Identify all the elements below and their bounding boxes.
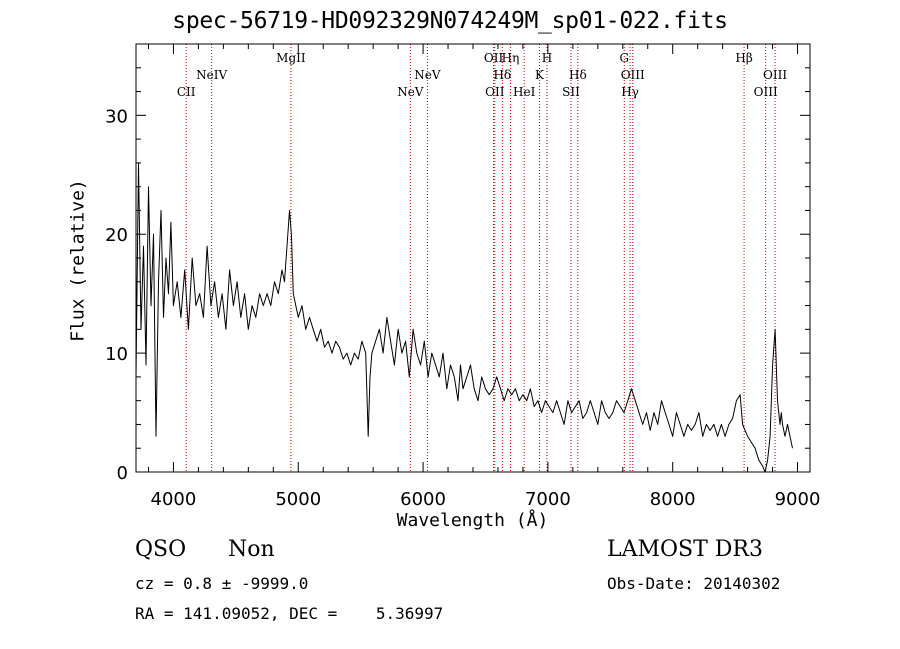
line-label-16: Hγ <box>621 85 639 99</box>
x-tick-label-0: 4000 <box>151 489 197 510</box>
object-subclass: Non <box>228 537 275 562</box>
axis-ticks <box>136 43 810 473</box>
spectrum-series <box>135 162 793 473</box>
emission-line-markers <box>185 44 776 472</box>
line-label-19: OIII <box>754 85 778 99</box>
plot-frame <box>135 43 811 473</box>
line-label-18: OIII <box>763 68 787 82</box>
line-label-13: SII <box>562 85 580 99</box>
x-tick-label-1: 5000 <box>275 489 321 510</box>
y-tick-label-0: 0 <box>117 463 128 484</box>
y-tick-label-3: 30 <box>105 106 128 127</box>
survey-name: LAMOST DR3 <box>607 537 763 562</box>
line-label-5: OII <box>484 51 504 65</box>
obs-date-text: Obs-Date: 20140302 <box>607 574 781 593</box>
y-tick-label-1: 10 <box>105 344 128 365</box>
line-label-17: Hβ <box>735 51 752 65</box>
line-label-6: OII <box>485 85 505 99</box>
spectrum-line <box>135 162 793 473</box>
line-label-4: NeV <box>414 68 441 82</box>
line-label-12: Hδ <box>569 68 587 82</box>
line-label-15: OIII <box>621 68 645 82</box>
coordinates-text: RA = 141.09052, DEC = 5.36997 <box>135 604 444 623</box>
line-labels: CIINeIVMgIINeVNeVOIIOIIHηHδHeIKHHδSIIGOI… <box>177 51 787 99</box>
y-axis-label: Flux (relative) <box>67 179 89 342</box>
tick-labels: 4000 5000 6000 7000 8000 9000 0 10 20 30 <box>105 106 820 510</box>
line-label-1: NeIV <box>196 68 227 82</box>
x-axis-label: Wavelength (Å) <box>396 510 549 531</box>
line-label-0: CII <box>177 85 196 99</box>
object-class: QSO <box>135 537 187 562</box>
line-label-10: K <box>535 68 545 82</box>
x-tick-label-2: 6000 <box>400 489 446 510</box>
x-tick-label-4: 8000 <box>650 489 696 510</box>
x-tick-label-3: 7000 <box>525 489 571 510</box>
line-label-3: NeV <box>397 85 424 99</box>
line-label-2: MgII <box>276 51 306 65</box>
redshift-text: cz = 0.8 ± -9999.0 <box>135 574 309 593</box>
line-label-8: Hδ <box>493 68 511 82</box>
line-label-14: G <box>619 51 629 65</box>
line-label-7: Hη <box>502 51 520 65</box>
x-tick-label-5: 9000 <box>775 489 821 510</box>
y-tick-label-2: 20 <box>105 225 128 246</box>
line-label-11: H <box>542 51 552 65</box>
line-label-9: HeI <box>513 85 536 99</box>
chart-title: spec-56719-HD092329N074249M_sp01-022.fit… <box>172 8 728 34</box>
